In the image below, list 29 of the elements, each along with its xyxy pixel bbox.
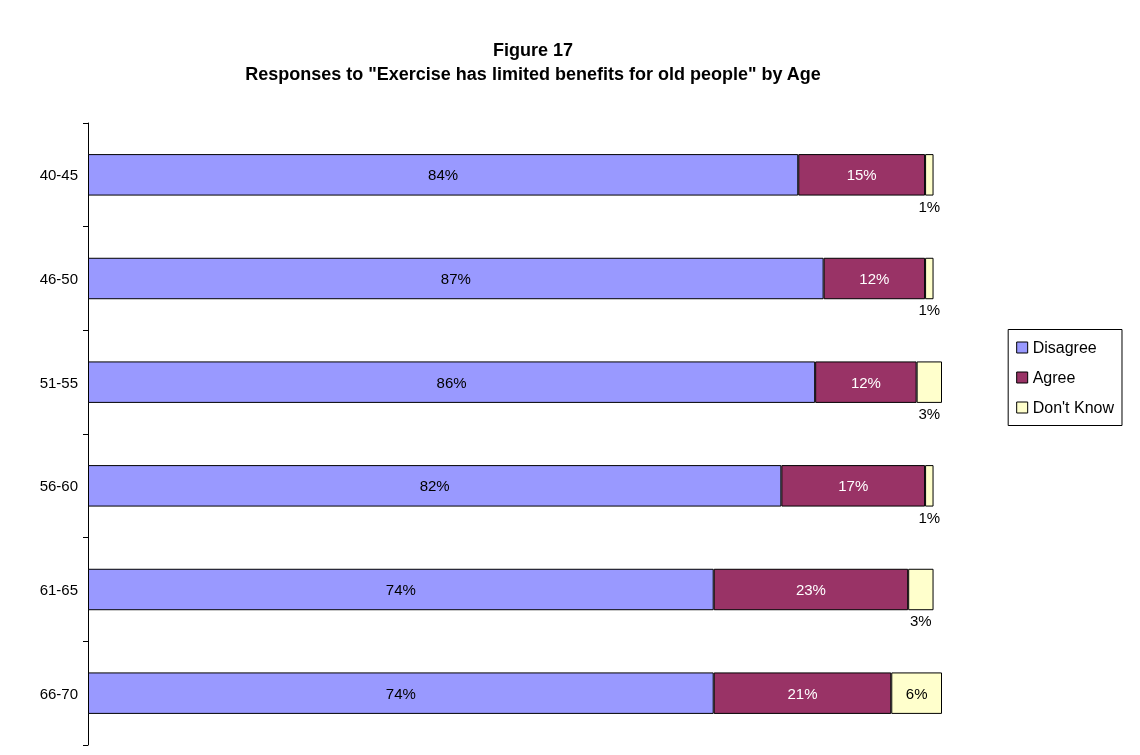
y-tick-label: 61-65 xyxy=(39,581,78,598)
legend-label: Agree xyxy=(1032,369,1076,386)
data-label: 1% xyxy=(918,508,941,526)
y-tick-label: 56-60 xyxy=(39,477,78,495)
data-label: 87% xyxy=(440,270,471,287)
data-label: 74% xyxy=(385,684,416,702)
data-label: 82% xyxy=(419,477,450,495)
chart-subtitle: Responses to "Exercise has limited benefits for old people" by Age xyxy=(245,64,821,84)
data-label: 1% xyxy=(918,197,941,215)
data-label: 3% xyxy=(910,612,932,630)
y-tick-label: 46-50 xyxy=(39,270,78,287)
y-tick-label: 66-70 xyxy=(39,684,78,702)
data-label: 15% xyxy=(846,166,877,184)
data-label: 12% xyxy=(859,270,890,287)
data-label: 6% xyxy=(905,684,928,702)
legend-label: Don't Know xyxy=(1032,399,1115,416)
y-tick-label: 40-45 xyxy=(39,166,78,184)
data-label: 86% xyxy=(436,373,467,391)
data-label: 17% xyxy=(838,477,869,495)
data-label: 21% xyxy=(787,684,818,702)
data-label: 23% xyxy=(795,581,826,598)
legend-label: Disagree xyxy=(1032,339,1097,356)
data-label: 84% xyxy=(428,166,459,184)
data-label: 1% xyxy=(918,301,941,319)
data-label: 12% xyxy=(850,373,881,391)
y-tick-label: 51-55 xyxy=(39,373,78,391)
data-label: 74% xyxy=(385,581,416,598)
data-label: 3% xyxy=(918,404,941,422)
chart-title: Figure 17 xyxy=(492,40,574,60)
